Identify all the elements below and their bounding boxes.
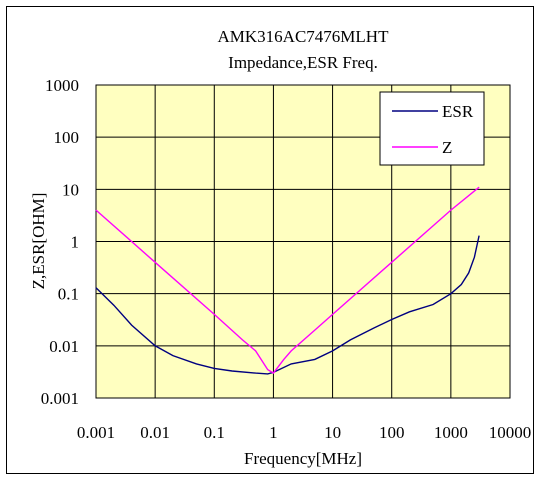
y-axis-label: Z,ESR[OHM] (29, 193, 48, 290)
series-line-esr (95, 235, 480, 375)
x-tick-label: 10 (324, 423, 341, 442)
y-tick-label: 0.1 (58, 285, 79, 304)
x-tick-label: 10000 (489, 423, 532, 442)
tick-labels: 0.001 0.01 0.1 1 10 100 1000 10000 0.001 0.01 0.1 1… (41, 76, 532, 442)
legend: ESR Z (379, 91, 485, 166)
y-tick-label: 1 (71, 233, 80, 252)
legend-box (379, 91, 485, 166)
chart-subtitle: Impedance,ESR Freq. (228, 53, 378, 72)
x-axis-label: Frequency[MHz] (244, 449, 362, 468)
chart-title: AMK316AC7476MLHT (218, 27, 390, 46)
x-tick-label: 0.01 (140, 423, 170, 442)
series-line-z (95, 186, 480, 375)
x-tick-label: 0.1 (204, 423, 225, 442)
y-tick-label: 100 (54, 128, 80, 147)
y-tick-label: 1000 (45, 76, 79, 95)
legend-label-esr: ESR (442, 102, 474, 121)
x-tick-label: 0.001 (77, 423, 115, 442)
legend-label-z: Z (442, 138, 452, 157)
x-tick-label: 1 (269, 423, 278, 442)
y-tick-label: 10 (62, 180, 79, 199)
y-tick-label: 0.01 (49, 337, 79, 356)
x-tick-label: 100 (379, 423, 405, 442)
y-tick-label: 0.001 (41, 389, 79, 408)
series-layer (95, 186, 480, 375)
x-tick-label: 1000 (434, 423, 468, 442)
